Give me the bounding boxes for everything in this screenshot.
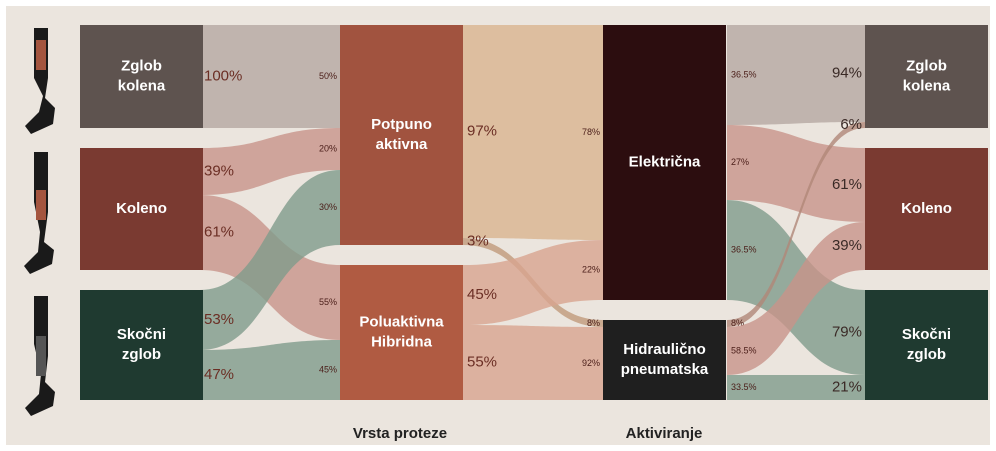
node-label: Električna <box>629 153 701 170</box>
node-label: Hibridna <box>371 333 432 350</box>
flow-target-share: 50% <box>319 71 337 81</box>
flow-target-share: 55% <box>319 297 337 307</box>
flow-target-share: 8% <box>587 318 600 328</box>
flow-source-share: 55% <box>467 353 497 370</box>
column-label: Aktiviranje <box>626 425 703 442</box>
flow-source-share: 47% <box>204 366 234 383</box>
flow-target-share: 45% <box>319 364 337 374</box>
node-label: kolena <box>118 77 166 94</box>
flow-source-share: 53% <box>204 311 234 328</box>
flow-source-share: 45% <box>467 286 497 303</box>
leg-icon-ankle <box>36 336 46 376</box>
flow-source-share: 36.5% <box>731 69 757 79</box>
node-label: Zglob <box>906 57 947 74</box>
flow-source-share: 61% <box>204 223 234 240</box>
flow-target-share: 92% <box>582 358 600 368</box>
node-label: aktivna <box>376 136 428 153</box>
node-label: Koleno <box>901 200 952 217</box>
node-label: Zglob <box>121 57 162 74</box>
flow-source-share: 33.5% <box>731 382 757 392</box>
flow-source-share: 100% <box>204 67 242 84</box>
flow-target-share: 6% <box>840 116 862 133</box>
flow-target-share: 94% <box>832 64 862 81</box>
flow-source-share: 97% <box>467 122 497 139</box>
flow-target-share: 39% <box>832 237 862 254</box>
sankey-diagram: 100% 50% 39% 20% 61% 55% 53% 30% 47% 45% 97% 78% 3% 8… <box>0 0 996 451</box>
flow-source-share: 27% <box>731 157 749 167</box>
node-label: Poluaktivna <box>359 313 444 330</box>
node-label: Hidraulično <box>623 341 706 358</box>
leg-icon-knee <box>36 190 46 220</box>
flow-target-share: 30% <box>319 202 337 212</box>
node-label: Skočni <box>902 326 951 343</box>
node-label: Koleno <box>116 200 167 217</box>
flow-source-share: 3% <box>467 232 489 249</box>
flows: 100% 50% 39% 20% 61% 55% 53% 30% 47% 45% 97% 78% 3% 8… <box>200 25 865 400</box>
node-label: pneumatska <box>621 361 709 378</box>
node-label: zglob <box>122 346 161 363</box>
node-label: kolena <box>903 77 951 94</box>
flow-source-share: 58.5% <box>731 345 757 355</box>
flow-target-share: 20% <box>319 143 337 153</box>
flow-target-share: 78% <box>582 127 600 137</box>
column-label: Vrsta proteze <box>353 425 447 442</box>
leg-icon-knee <box>36 40 46 70</box>
flow-target-share: 21% <box>832 378 862 395</box>
flow-source-share: 39% <box>204 162 234 179</box>
flow-target-share: 61% <box>832 176 862 193</box>
flow-target-share: 79% <box>832 323 862 340</box>
flow-source-share: 36.5% <box>731 244 757 254</box>
node-label: Skočni <box>117 326 166 343</box>
flow-target-share: 22% <box>582 264 600 274</box>
node-label: Potpuno <box>371 116 432 133</box>
node-label: zglob <box>907 346 946 363</box>
